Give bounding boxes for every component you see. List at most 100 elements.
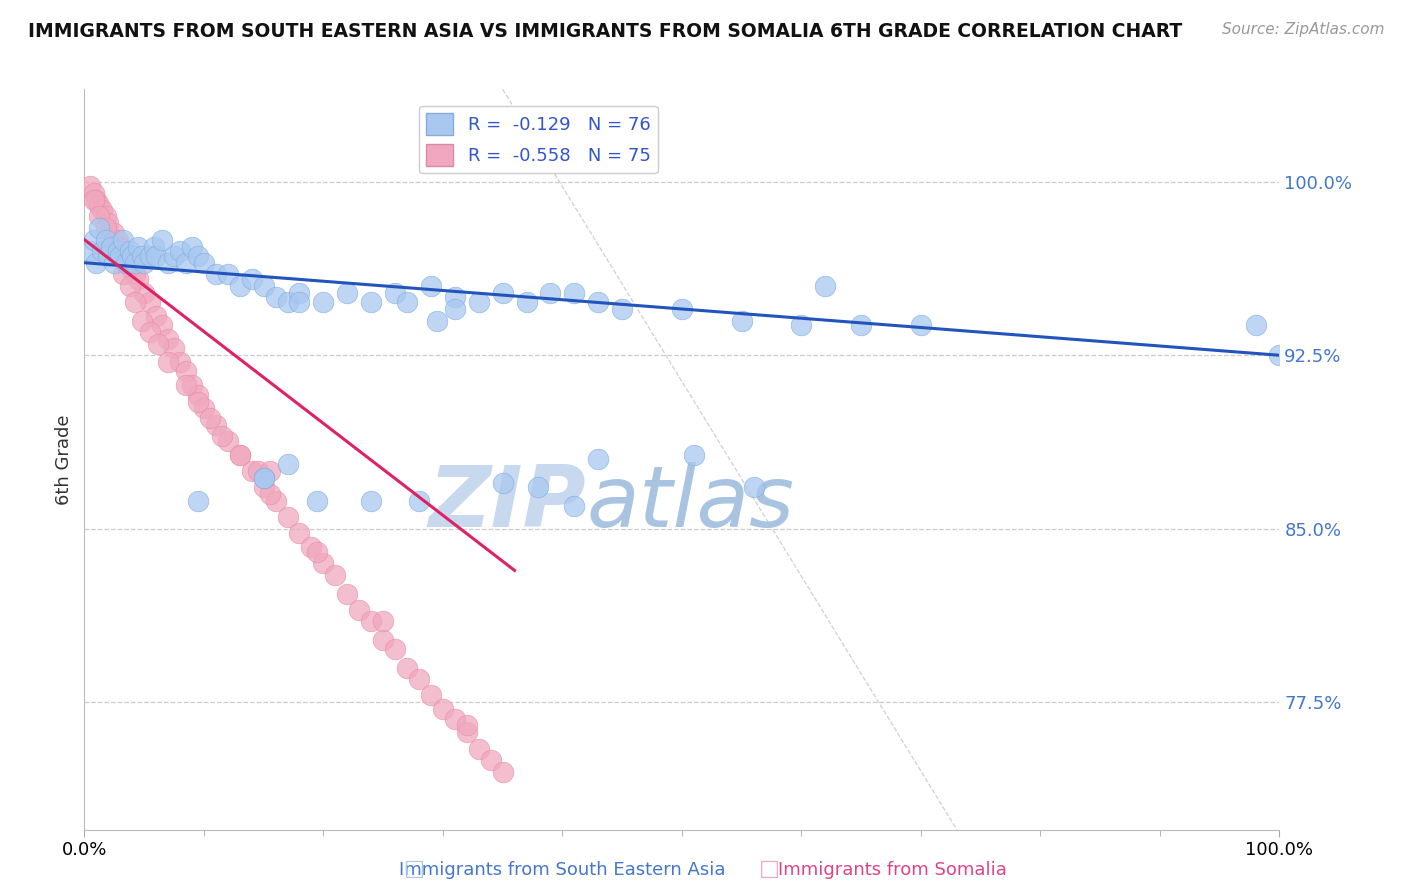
Text: □: □ xyxy=(759,859,779,879)
Point xyxy=(79,244,101,259)
Point xyxy=(131,249,153,263)
Point xyxy=(396,295,419,310)
Point xyxy=(444,290,467,304)
Point xyxy=(91,244,114,259)
Point xyxy=(360,494,382,508)
Point xyxy=(426,313,449,327)
Point xyxy=(83,233,105,247)
Point xyxy=(468,741,491,756)
Point xyxy=(612,301,634,316)
Point xyxy=(264,290,287,304)
Point xyxy=(118,278,141,293)
Text: atlas: atlas xyxy=(586,462,794,545)
Text: ZIP: ZIP xyxy=(429,462,586,545)
Point xyxy=(91,202,114,217)
Point xyxy=(277,295,299,310)
Point xyxy=(910,318,932,333)
Point xyxy=(253,480,276,494)
Point xyxy=(86,256,108,270)
Point xyxy=(193,256,215,270)
Point xyxy=(240,464,263,478)
Point xyxy=(110,249,132,263)
Point xyxy=(87,221,110,235)
Text: Immigrants from South Eastern Asia: Immigrants from South Eastern Asia xyxy=(399,861,725,879)
Point xyxy=(110,239,132,253)
Point xyxy=(349,603,371,617)
Point xyxy=(100,239,122,253)
Point xyxy=(671,301,693,316)
Point xyxy=(187,249,209,263)
Point xyxy=(253,471,276,485)
Point xyxy=(456,718,478,732)
Point xyxy=(121,256,143,270)
Point xyxy=(83,193,105,207)
Point xyxy=(312,557,335,571)
Point xyxy=(174,256,197,270)
Point xyxy=(115,256,138,270)
Point xyxy=(564,285,586,300)
Point xyxy=(211,429,233,443)
Point xyxy=(288,285,311,300)
Point xyxy=(94,221,117,235)
Point xyxy=(396,660,419,674)
Point xyxy=(111,233,134,247)
Point xyxy=(851,318,873,333)
Point xyxy=(87,198,110,212)
Point xyxy=(132,285,156,300)
Y-axis label: 6th Grade: 6th Grade xyxy=(55,414,73,505)
Point xyxy=(111,244,134,259)
Point xyxy=(325,568,347,582)
Point xyxy=(127,239,149,253)
Text: □: □ xyxy=(405,859,425,879)
Point xyxy=(516,295,538,310)
Point xyxy=(468,295,491,310)
Point xyxy=(79,179,101,194)
Point xyxy=(277,510,299,524)
Point xyxy=(97,216,120,230)
Point xyxy=(229,448,252,462)
Point xyxy=(588,452,610,467)
Point xyxy=(246,464,269,478)
Point xyxy=(384,642,406,657)
Point xyxy=(264,494,287,508)
Point xyxy=(312,295,335,310)
Point xyxy=(157,256,180,270)
Point xyxy=(444,301,467,316)
Point xyxy=(139,249,162,263)
Point xyxy=(384,285,406,300)
Point xyxy=(121,249,143,263)
Point xyxy=(456,725,478,739)
Point xyxy=(742,480,765,494)
Point xyxy=(103,256,125,270)
Point xyxy=(588,295,610,310)
Point xyxy=(94,210,117,224)
Point xyxy=(217,434,239,448)
Point xyxy=(253,278,276,293)
Point xyxy=(288,526,311,541)
Point xyxy=(169,355,191,369)
Point xyxy=(479,753,502,767)
Point xyxy=(124,256,146,270)
Text: Source: ZipAtlas.com: Source: ZipAtlas.com xyxy=(1222,22,1385,37)
Point xyxy=(121,262,143,277)
Point xyxy=(814,278,837,293)
Point xyxy=(540,285,562,300)
Point xyxy=(790,318,813,333)
Point xyxy=(259,487,281,501)
Point xyxy=(683,448,706,462)
Point xyxy=(731,313,754,327)
Point xyxy=(444,711,467,725)
Legend: R =  -0.129   N = 76, R =  -0.558   N = 75: R = -0.129 N = 76, R = -0.558 N = 75 xyxy=(419,105,658,173)
Point xyxy=(307,545,329,559)
Point xyxy=(217,268,239,282)
Point xyxy=(97,249,120,263)
Point xyxy=(205,417,228,432)
Point xyxy=(139,295,162,310)
Point xyxy=(240,272,263,286)
Point xyxy=(103,226,125,240)
Point xyxy=(107,244,129,259)
Point xyxy=(301,541,323,555)
Point xyxy=(174,378,197,392)
Point xyxy=(420,278,443,293)
Point xyxy=(124,268,146,282)
